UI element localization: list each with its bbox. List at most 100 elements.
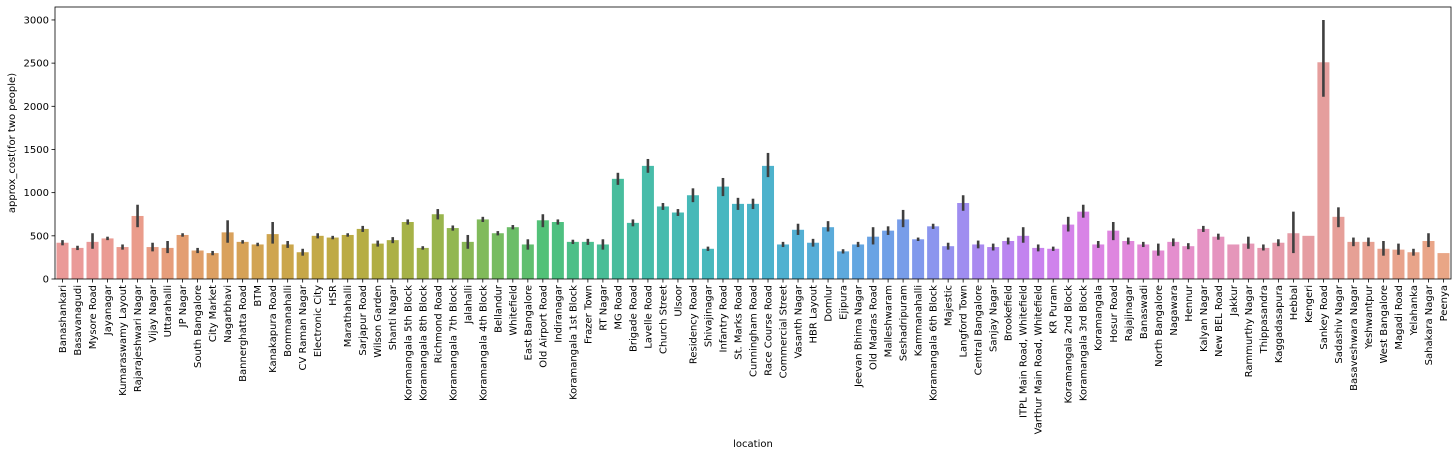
- bar-51: [822, 227, 835, 279]
- bar-36: [596, 244, 609, 279]
- x-tick-label-27: Jalahalli: [463, 285, 474, 325]
- x-tick-label-70: Hosur Road: [1109, 285, 1120, 343]
- x-tick-label-54: Old Madras Road: [869, 285, 880, 370]
- bar-25: [431, 214, 444, 279]
- error-bars-group: [61, 19, 1430, 256]
- bar-27: [461, 241, 474, 279]
- x-tick-label-55: Malleshwaram: [884, 285, 895, 357]
- bar-48: [777, 244, 790, 279]
- x-tick-label-71: Rajajinagar: [1124, 284, 1135, 341]
- x-tick-label-22: Shanti Nagar: [388, 284, 399, 350]
- bar-92: [1437, 253, 1450, 279]
- x-tick-label-52: Ejipura: [839, 285, 850, 320]
- bar-62: [987, 247, 1000, 279]
- bar-34: [566, 241, 579, 279]
- x-tick-label-35: Frazer Town: [583, 285, 594, 344]
- x-tick-label-64: ITPL Main Road, Whitefield: [1019, 285, 1030, 418]
- bar-23: [401, 222, 414, 279]
- y-tick-label-2: 1000: [24, 188, 49, 199]
- bar-7: [161, 247, 174, 279]
- y-ticks-group: 0 500 1000 1500 2000 2500 3000: [24, 15, 55, 286]
- bar-60: [957, 203, 970, 279]
- x-tick-label-45: St. Marks Road: [733, 285, 744, 360]
- bar-66: [1047, 248, 1060, 279]
- x-tick-label-1: Basavanagudi: [73, 285, 84, 356]
- bar-45: [731, 203, 744, 279]
- bar-84: [1317, 62, 1330, 280]
- x-tick-label-61: Central Bangalore: [974, 285, 985, 375]
- bar-21: [371, 243, 384, 279]
- x-tick-label-84: Sankey Road: [1319, 285, 1330, 350]
- x-tick-label-29: Bellandur: [493, 284, 504, 333]
- x-tick-label-6: Vijay Nagar: [148, 284, 159, 342]
- bar-3: [101, 238, 114, 279]
- bar-87: [1362, 241, 1375, 279]
- bar-57: [912, 239, 925, 279]
- bar-15: [281, 244, 294, 279]
- bar-26: [446, 228, 459, 279]
- bar-50: [807, 242, 820, 279]
- x-tick-label-46: Cunningham Road: [749, 285, 760, 377]
- y-tick-label-4: 2000: [24, 102, 49, 113]
- x-tick-label-10: City Market: [208, 285, 219, 342]
- bar-86: [1347, 241, 1360, 279]
- y-tick-label-6: 3000: [24, 15, 49, 26]
- bar-77: [1212, 236, 1225, 279]
- bar-76: [1197, 228, 1210, 279]
- bar-54: [867, 236, 880, 279]
- x-tick-label-17: Electronic City: [313, 285, 324, 357]
- x-tick-label-73: North Bangalore: [1154, 285, 1165, 367]
- x-tick-label-80: Thippasandra: [1259, 285, 1270, 354]
- bar-18: [326, 237, 339, 279]
- x-axis-label: location: [733, 439, 773, 450]
- x-tick-label-42: Residency Road: [688, 285, 699, 364]
- bar-53: [852, 244, 865, 279]
- x-tick-label-11: Nagarbhavi: [223, 285, 234, 343]
- x-tick-label-4: Kumaraswamy Layout: [118, 285, 129, 396]
- bar-64: [1017, 235, 1030, 279]
- bar-39: [641, 165, 654, 279]
- x-tick-label-48: Commercial Street: [779, 285, 790, 378]
- bar-33: [551, 222, 564, 279]
- bar-75: [1182, 246, 1195, 279]
- bar-37: [611, 178, 624, 279]
- x-tick-label-76: Kalyan Nagar: [1199, 284, 1210, 352]
- bar-65: [1032, 247, 1045, 279]
- x-tick-label-16: CV Raman Nagar: [298, 284, 309, 370]
- bar-90: [1407, 252, 1420, 279]
- bar-29: [491, 233, 504, 279]
- x-ticks-group: Banashankari Basavanagudi Mysore Road Jayan…: [58, 279, 1450, 434]
- x-tick-label-41: Ulsoor: [673, 284, 684, 317]
- x-tick-label-9: South Bangalore: [193, 285, 204, 368]
- x-tick-label-40: Church Street: [658, 285, 669, 354]
- x-tick-label-38: Brigade Road: [628, 285, 639, 352]
- x-tick-label-51: Domlur: [824, 284, 835, 322]
- x-tick-label-25: Richmond Road: [433, 285, 444, 363]
- x-tick-label-12: Bannerghatta Road: [238, 285, 249, 382]
- x-tick-label-19: Marathahalli: [343, 285, 354, 347]
- x-tick-label-49: Vasanth Nagar: [794, 284, 805, 358]
- x-tick-label-65: Varthur Main Road, Whitefield: [1034, 285, 1045, 434]
- x-tick-label-37: MG Road: [613, 285, 624, 330]
- x-tick-label-69: Koramangala: [1094, 285, 1105, 351]
- bar-83: [1302, 235, 1315, 279]
- x-tick-label-20: Sarjapur Road: [358, 285, 369, 356]
- bar-72: [1137, 244, 1150, 279]
- bar-35: [581, 241, 594, 279]
- bar-44: [716, 186, 729, 279]
- bar-71: [1122, 241, 1135, 279]
- x-tick-label-57: Kammanahalli: [914, 285, 925, 356]
- bar-20: [356, 228, 369, 279]
- bar-61: [972, 244, 985, 279]
- bar-5: [131, 215, 144, 279]
- x-tick-label-7: Uttarahalli: [163, 285, 174, 337]
- bar-17: [311, 235, 324, 279]
- x-tick-label-21: Wilson Garden: [373, 285, 384, 358]
- x-tick-label-33: Indiranagar: [553, 284, 564, 343]
- x-tick-label-53: Jeevan Bhima Nagar: [854, 284, 865, 388]
- x-tick-label-36: RT Nagar: [598, 284, 609, 331]
- bar-67: [1062, 224, 1075, 279]
- x-tick-label-91: Sahakara Nagar: [1424, 284, 1435, 365]
- bar-32: [536, 220, 549, 279]
- x-tick-label-3: Jayanagar: [103, 284, 114, 336]
